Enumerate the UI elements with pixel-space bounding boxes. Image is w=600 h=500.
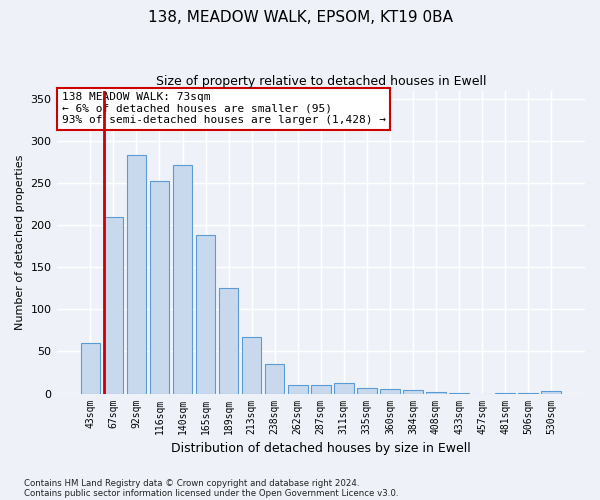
Text: 138, MEADOW WALK, EPSOM, KT19 0BA: 138, MEADOW WALK, EPSOM, KT19 0BA	[148, 10, 452, 25]
Bar	[104, 217, 123, 394]
Bar	[242, 337, 262, 394]
Bar	[334, 382, 353, 394]
Bar	[265, 364, 284, 394]
Text: 138 MEADOW WALK: 73sqm
← 6% of detached houses are smaller (95)
93% of semi-deta: 138 MEADOW WALK: 73sqm ← 6% of detached …	[62, 92, 386, 126]
Bar	[449, 392, 469, 394]
Y-axis label: Number of detached properties: Number of detached properties	[15, 154, 25, 330]
Bar	[403, 390, 423, 394]
Bar	[80, 343, 100, 394]
Bar	[380, 388, 400, 394]
Bar	[173, 166, 193, 394]
Bar	[496, 392, 515, 394]
Bar	[127, 156, 146, 394]
Bar	[288, 385, 308, 394]
Bar	[219, 288, 238, 394]
Title: Size of property relative to detached houses in Ewell: Size of property relative to detached ho…	[155, 75, 486, 88]
X-axis label: Distribution of detached houses by size in Ewell: Distribution of detached houses by size …	[171, 442, 470, 455]
Text: Contains public sector information licensed under the Open Government Licence v3: Contains public sector information licen…	[24, 488, 398, 498]
Bar	[196, 236, 215, 394]
Bar	[518, 392, 538, 394]
Bar	[541, 391, 561, 394]
Bar	[311, 385, 331, 394]
Bar	[357, 388, 377, 394]
Bar	[149, 182, 169, 394]
Bar	[426, 392, 446, 394]
Text: Contains HM Land Registry data © Crown copyright and database right 2024.: Contains HM Land Registry data © Crown c…	[24, 478, 359, 488]
